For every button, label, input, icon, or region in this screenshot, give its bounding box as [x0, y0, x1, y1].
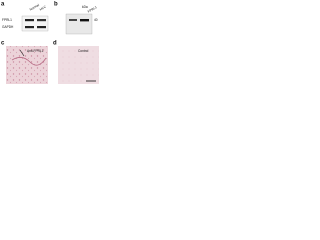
lane-label: FPRL1: [87, 5, 98, 14]
row-label: FPRL1: [2, 18, 12, 22]
band: [37, 19, 46, 22]
panel-label: a: [1, 2, 5, 8]
panel-label: b: [54, 2, 58, 8]
band: [25, 19, 34, 22]
band: [69, 19, 77, 21]
band: [80, 19, 89, 22]
page: a Normal HCC FPRL1 GAPDH b kDa FPRL1 40 …: [0, 0, 100, 86]
marker-label: 40: [94, 18, 98, 22]
caption: Anti-FPRL1: [27, 49, 44, 53]
lane-label: kDa: [82, 5, 88, 9]
lane-label: HCC: [39, 4, 48, 11]
blot: [65, 13, 93, 35]
ihc-image: [58, 46, 99, 84]
caption: Control: [78, 49, 89, 53]
blot: [21, 15, 49, 32]
tissue-feature: [11, 57, 47, 66]
lane-label: Normal: [29, 3, 40, 12]
band: [37, 26, 46, 29]
arrow: [19, 49, 25, 57]
panel-label: d: [53, 41, 57, 47]
ihc-image: [6, 46, 48, 84]
panel-label: c: [1, 41, 5, 47]
figure: a Normal HCC FPRL1 GAPDH b kDa FPRL1 40 …: [1, 2, 99, 84]
band: [25, 26, 34, 29]
row-label: GAPDH: [2, 25, 14, 29]
